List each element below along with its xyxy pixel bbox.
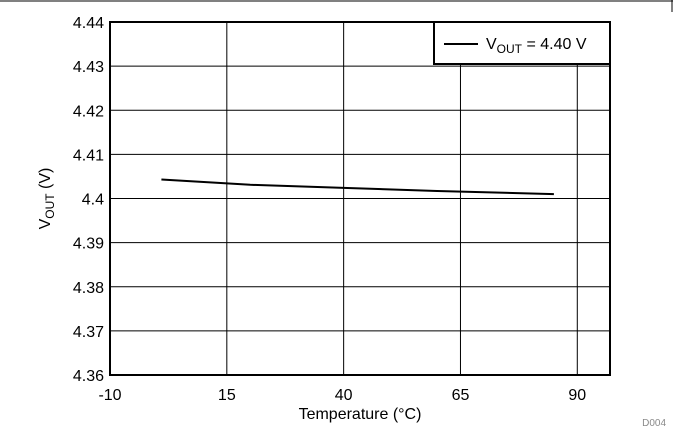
y-tick-label-1: 4.37: [73, 324, 104, 341]
y-axis-title-unit: (V): [37, 168, 54, 194]
grid-lines: [110, 22, 610, 375]
y-tick-label-4: 4.4: [82, 192, 104, 209]
x-axis-title: Temperature (°C): [299, 406, 422, 423]
y-tick-label-8: 4.44: [73, 15, 104, 32]
legend: VOUT = 4.40 V: [433, 21, 611, 65]
x-tick-label-0: -10: [98, 387, 121, 404]
x-tick-labels: -10 15 40 65 90: [98, 387, 586, 404]
legend-label-subscript: OUT: [497, 42, 523, 56]
series-line-0: [161, 178, 554, 196]
y-tick-label-7: 4.43: [73, 59, 104, 76]
y-axis-title-subscript: OUT: [43, 193, 57, 219]
x-tick-label-2: 40: [335, 387, 353, 404]
legend-label-value: = 4.40 V: [522, 36, 587, 53]
figure-id: D004: [642, 418, 666, 429]
y-tick-labels: 4.36 4.37 4.38 4.39 4.4 4.41 4.42 4.43 4.44: [73, 15, 104, 385]
y-tick-label-5: 4.41: [73, 147, 104, 164]
x-tick-label-4: 90: [568, 387, 586, 404]
y-tick-label-2: 4.38: [73, 280, 104, 297]
y-tick-label-0: 4.36: [73, 368, 104, 385]
legend-label-main: V: [486, 36, 497, 53]
series-layer: [161, 178, 554, 196]
y-tick-label-6: 4.42: [73, 103, 104, 120]
x-tick-label-3: 65: [452, 387, 470, 404]
y-axis-title-main: V: [37, 218, 54, 229]
y-axis-title: VOUT (V): [37, 168, 57, 230]
y-tick-label-3: 4.39: [73, 236, 104, 253]
legend-label: VOUT = 4.40 V: [486, 36, 587, 56]
plot-area-frame: [109, 21, 611, 376]
x-tick-label-1: 15: [218, 387, 236, 404]
